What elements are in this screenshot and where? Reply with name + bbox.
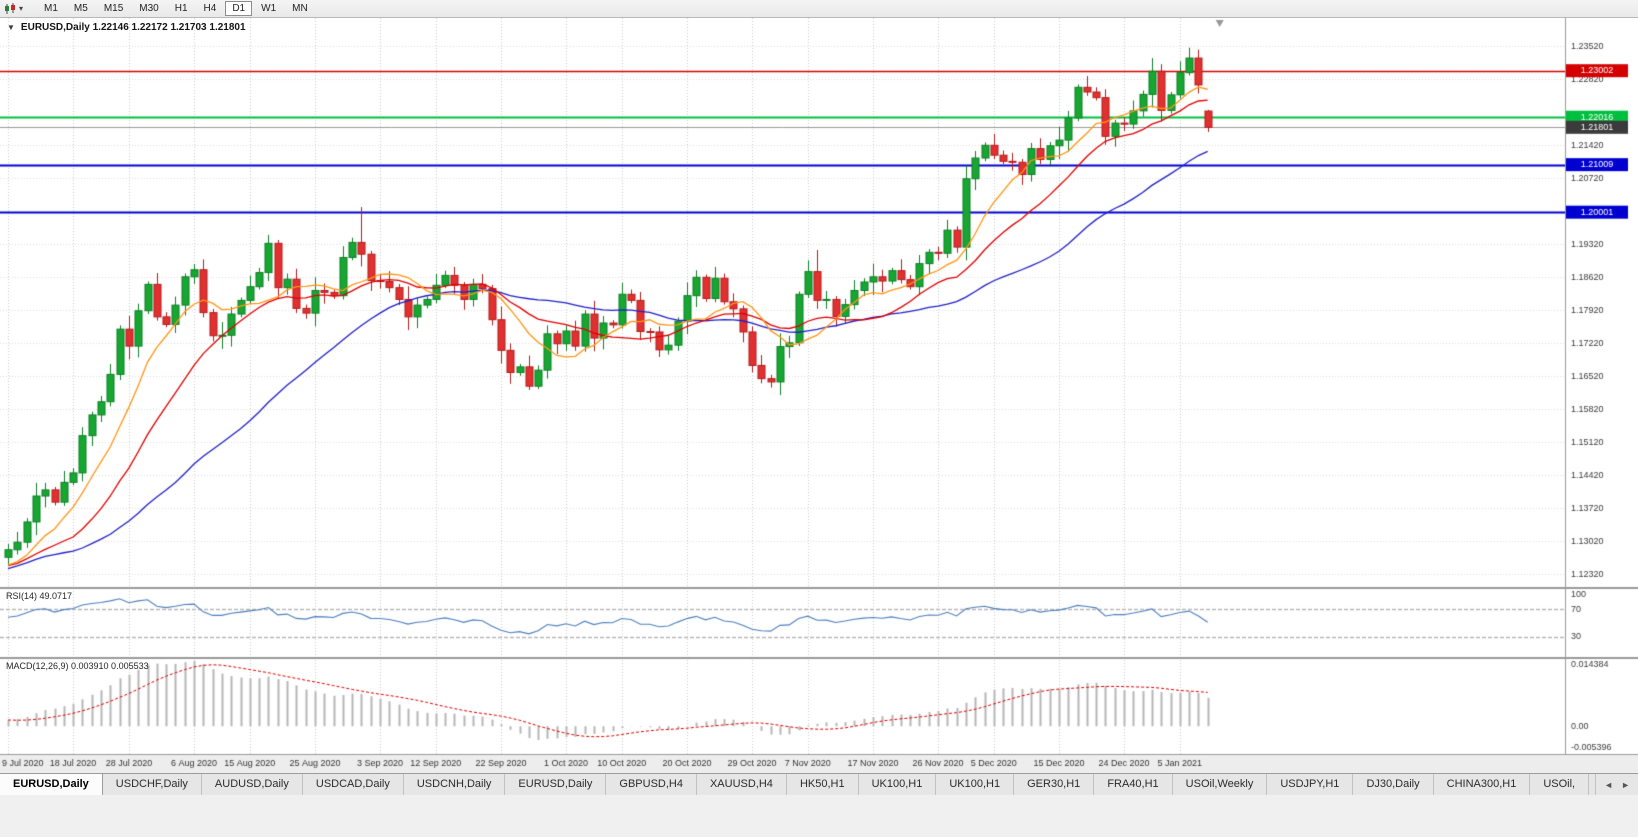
top-toolbar: ▾ M1 M5 M15 M30 H1 H4 D1 W1 MN — [0, 0, 1638, 18]
chart-tab[interactable]: USDCHF,Daily — [102, 774, 202, 795]
chart-tab[interactable]: USOil, — [1530, 774, 1590, 795]
timeframe-button-m30[interactable]: M30 — [132, 1, 165, 16]
timeframe-toolbar: M1 M5 M15 M30 H1 H4 D1 W1 MN — [37, 1, 315, 16]
macd-indicator-label: MACD(12,26,9) 0.003910 0.005533 — [6, 661, 149, 671]
chart-tabs: EURUSD,Daily USDCHF,Daily AUDUSD,Daily USDC… — [0, 774, 1595, 795]
timeframe-button-mn[interactable]: MN — [285, 1, 315, 16]
chart-tab[interactable]: UK100,H1 — [858, 774, 937, 795]
chart-tab-bar: EURUSD,Daily USDCHF,Daily AUDUSD,Daily USDC… — [0, 773, 1638, 795]
macd-pane-separator[interactable] — [0, 654, 1638, 660]
timeframe-button-d1[interactable]: D1 — [225, 1, 253, 16]
chart-tab[interactable]: USDJPY,H1 — [1267, 774, 1354, 795]
price-chart-canvas[interactable] — [0, 18, 1638, 773]
timeframe-button-m1[interactable]: M1 — [37, 1, 65, 16]
chart-tab[interactable]: FRA40,H1 — [1094, 774, 1173, 795]
chart-tab[interactable]: GBPUSD,H4 — [606, 774, 697, 795]
chart-tab[interactable]: EURUSD,Daily — [505, 774, 607, 795]
chart-tab[interactable]: USDCNH,Daily — [403, 774, 506, 795]
chart-tab[interactable]: UK100,H1 — [936, 774, 1015, 795]
chart-type-dropdown-icon[interactable]: ▾ — [19, 4, 24, 13]
chart-collapse-icon[interactable]: ▼ — [7, 23, 15, 32]
timeframe-button-w1[interactable]: W1 — [254, 1, 283, 16]
tabs-scroll-left-button[interactable]: ◄ — [1601, 780, 1616, 790]
tab-scroll-arrows: ◄ ► — [1595, 774, 1638, 795]
chart-symbol-ohlc-text: EURUSD,Daily 1.22146 1.22172 1.21703 1.2… — [20, 22, 246, 33]
timeframe-button-h4[interactable]: H4 — [197, 1, 224, 16]
chart-tab[interactable]: USDCAD,Daily — [302, 774, 404, 795]
chart-tab[interactable]: EURUSD,Daily — [0, 774, 103, 795]
chart-tab[interactable]: GER30,H1 — [1014, 774, 1095, 795]
chart-tab[interactable]: USOil,Weekly — [1172, 774, 1268, 795]
chart-tab[interactable]: XAUUSD,H4 — [696, 774, 787, 795]
timeframe-button-h1[interactable]: H1 — [168, 1, 195, 16]
chart-tab[interactable]: DJ30,Daily — [1353, 774, 1434, 795]
rsi-indicator-label: RSI(14) 49.0717 — [6, 591, 73, 601]
chart-tab[interactable]: HK50,H1 — [786, 774, 859, 795]
timeframe-button-m5[interactable]: M5 — [67, 1, 95, 16]
chart-type-icon[interactable] — [4, 2, 17, 15]
chart-tab[interactable]: CHINA300,H1 — [1433, 774, 1531, 795]
chart-tab[interactable]: AUDUSD,Daily — [201, 774, 303, 795]
tabs-scroll-right-button[interactable]: ► — [1618, 780, 1633, 790]
chart-ohlc-readout: ▼ EURUSD,Daily 1.22146 1.22172 1.21703 1… — [7, 22, 246, 33]
rsi-pane-separator[interactable] — [0, 584, 1638, 590]
timeframe-button-m15[interactable]: M15 — [97, 1, 130, 16]
